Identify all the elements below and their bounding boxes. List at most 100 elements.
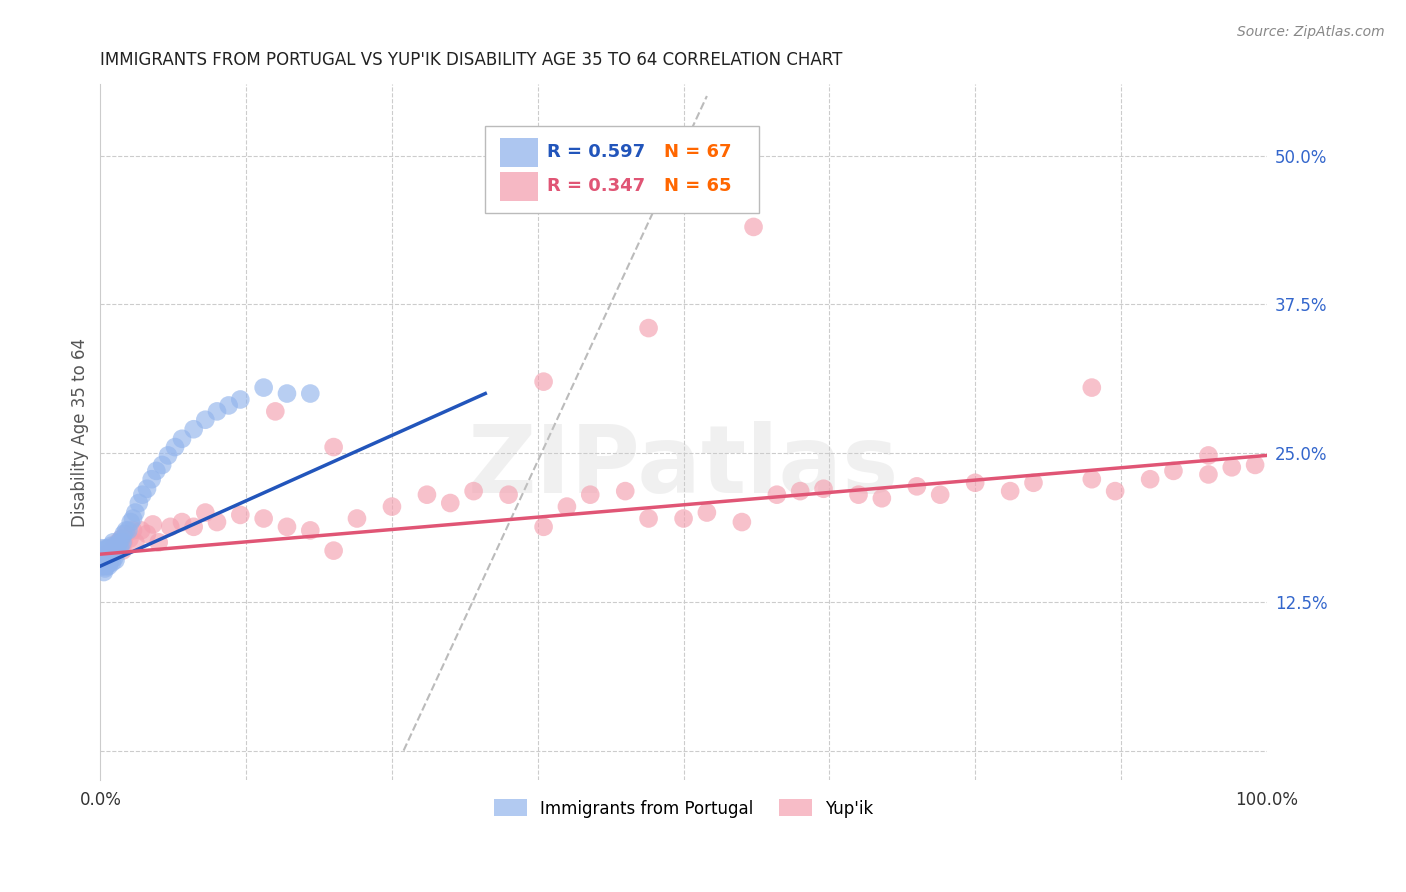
Yup'ik — [129, 524, 152, 538]
Text: N = 67: N = 67 — [664, 144, 731, 161]
Yup'ik — [929, 488, 952, 502]
Immigrants from Portugal — [94, 556, 117, 570]
Immigrants from Portugal — [136, 482, 159, 496]
Yup'ik — [965, 475, 987, 490]
Immigrants from Portugal — [120, 515, 142, 529]
Yup'ik — [731, 515, 754, 529]
Immigrants from Portugal — [108, 541, 131, 556]
Immigrants from Portugal — [124, 506, 146, 520]
Immigrants from Portugal — [163, 440, 186, 454]
Immigrants from Portugal — [90, 547, 112, 561]
Immigrants from Portugal — [110, 532, 132, 546]
Immigrants from Portugal — [128, 496, 150, 510]
Yup'ik — [108, 539, 131, 553]
Yup'ik — [905, 479, 928, 493]
Immigrants from Portugal — [98, 543, 121, 558]
Immigrants from Portugal — [96, 553, 118, 567]
Immigrants from Portugal — [108, 535, 131, 549]
Yup'ik — [766, 488, 789, 502]
Yup'ik — [110, 532, 132, 546]
Yup'ik — [533, 520, 555, 534]
Immigrants from Portugal — [183, 422, 205, 436]
Immigrants from Portugal — [218, 399, 240, 413]
Text: R = 0.347: R = 0.347 — [547, 178, 645, 195]
Yup'ik — [103, 539, 125, 553]
Immigrants from Portugal — [93, 565, 115, 579]
Immigrants from Portugal — [97, 541, 120, 556]
Yup'ik — [614, 484, 637, 499]
Yup'ik — [1081, 381, 1104, 395]
Yup'ik — [870, 491, 893, 506]
Immigrants from Portugal — [96, 547, 118, 561]
Immigrants from Portugal — [91, 543, 114, 558]
Immigrants from Portugal — [93, 559, 115, 574]
Yup'ik — [381, 500, 404, 514]
Immigrants from Portugal — [150, 458, 173, 472]
Immigrants from Portugal — [94, 561, 117, 575]
Immigrants from Portugal — [98, 556, 121, 570]
Yup'ik — [115, 527, 138, 541]
Immigrants from Portugal — [107, 539, 129, 553]
Immigrants from Portugal — [91, 553, 114, 567]
Yup'ik — [533, 375, 555, 389]
Immigrants from Portugal — [131, 488, 153, 502]
Yup'ik — [789, 484, 811, 499]
Yup'ik — [1244, 458, 1267, 472]
Immigrants from Portugal — [122, 511, 145, 525]
Yup'ik — [848, 488, 870, 502]
Immigrants from Portugal — [117, 524, 139, 538]
Immigrants from Portugal — [90, 553, 112, 567]
Immigrants from Portugal — [253, 381, 276, 395]
Yup'ik — [107, 535, 129, 549]
Immigrants from Portugal — [170, 432, 193, 446]
Yup'ik — [439, 496, 461, 510]
Immigrants from Portugal — [101, 547, 124, 561]
Text: IMMIGRANTS FROM PORTUGAL VS YUP'IK DISABILITY AGE 35 TO 64 CORRELATION CHART: IMMIGRANTS FROM PORTUGAL VS YUP'IK DISAB… — [100, 51, 842, 69]
Yup'ik — [253, 511, 276, 525]
Immigrants from Portugal — [205, 404, 228, 418]
Immigrants from Portugal — [96, 549, 118, 564]
Yup'ik — [322, 440, 344, 454]
Immigrants from Portugal — [299, 386, 322, 401]
Yup'ik — [98, 541, 121, 556]
Immigrants from Portugal — [91, 559, 114, 574]
FancyBboxPatch shape — [485, 126, 759, 213]
Yup'ik — [637, 321, 659, 335]
Text: Source: ZipAtlas.com: Source: ZipAtlas.com — [1237, 25, 1385, 39]
Immigrants from Portugal — [96, 541, 118, 556]
FancyBboxPatch shape — [501, 172, 537, 201]
Immigrants from Portugal — [93, 550, 115, 565]
Immigrants from Portugal — [96, 559, 118, 574]
Text: ZIPatlas: ZIPatlas — [468, 421, 900, 513]
Yup'ik — [322, 543, 344, 558]
Immigrants from Portugal — [101, 556, 124, 570]
Immigrants from Portugal — [276, 386, 298, 401]
Yup'ik — [299, 524, 322, 538]
Yup'ik — [637, 511, 659, 525]
Immigrants from Portugal — [91, 547, 114, 561]
Immigrants from Portugal — [104, 539, 127, 553]
Yup'ik — [142, 517, 165, 532]
Yup'ik — [498, 488, 520, 502]
Immigrants from Portugal — [111, 535, 134, 549]
Immigrants from Portugal — [94, 545, 117, 559]
Legend: Immigrants from Portugal, Yup'ik: Immigrants from Portugal, Yup'ik — [486, 793, 880, 824]
Immigrants from Portugal — [90, 541, 112, 556]
Immigrants from Portugal — [141, 472, 163, 486]
Immigrants from Portugal — [100, 539, 122, 553]
Immigrants from Portugal — [96, 557, 118, 571]
Immigrants from Portugal — [93, 543, 115, 558]
Yup'ik — [696, 506, 718, 520]
Yup'ik — [118, 532, 141, 546]
Yup'ik — [101, 543, 124, 558]
Yup'ik — [96, 547, 118, 561]
Yup'ik — [111, 543, 134, 558]
Yup'ik — [183, 520, 205, 534]
Yup'ik — [555, 500, 578, 514]
Yup'ik — [122, 524, 145, 538]
Text: N = 65: N = 65 — [664, 178, 731, 195]
Immigrants from Portugal — [90, 550, 112, 565]
Yup'ik — [159, 520, 181, 534]
Immigrants from Portugal — [97, 559, 120, 574]
Immigrants from Portugal — [156, 449, 179, 463]
